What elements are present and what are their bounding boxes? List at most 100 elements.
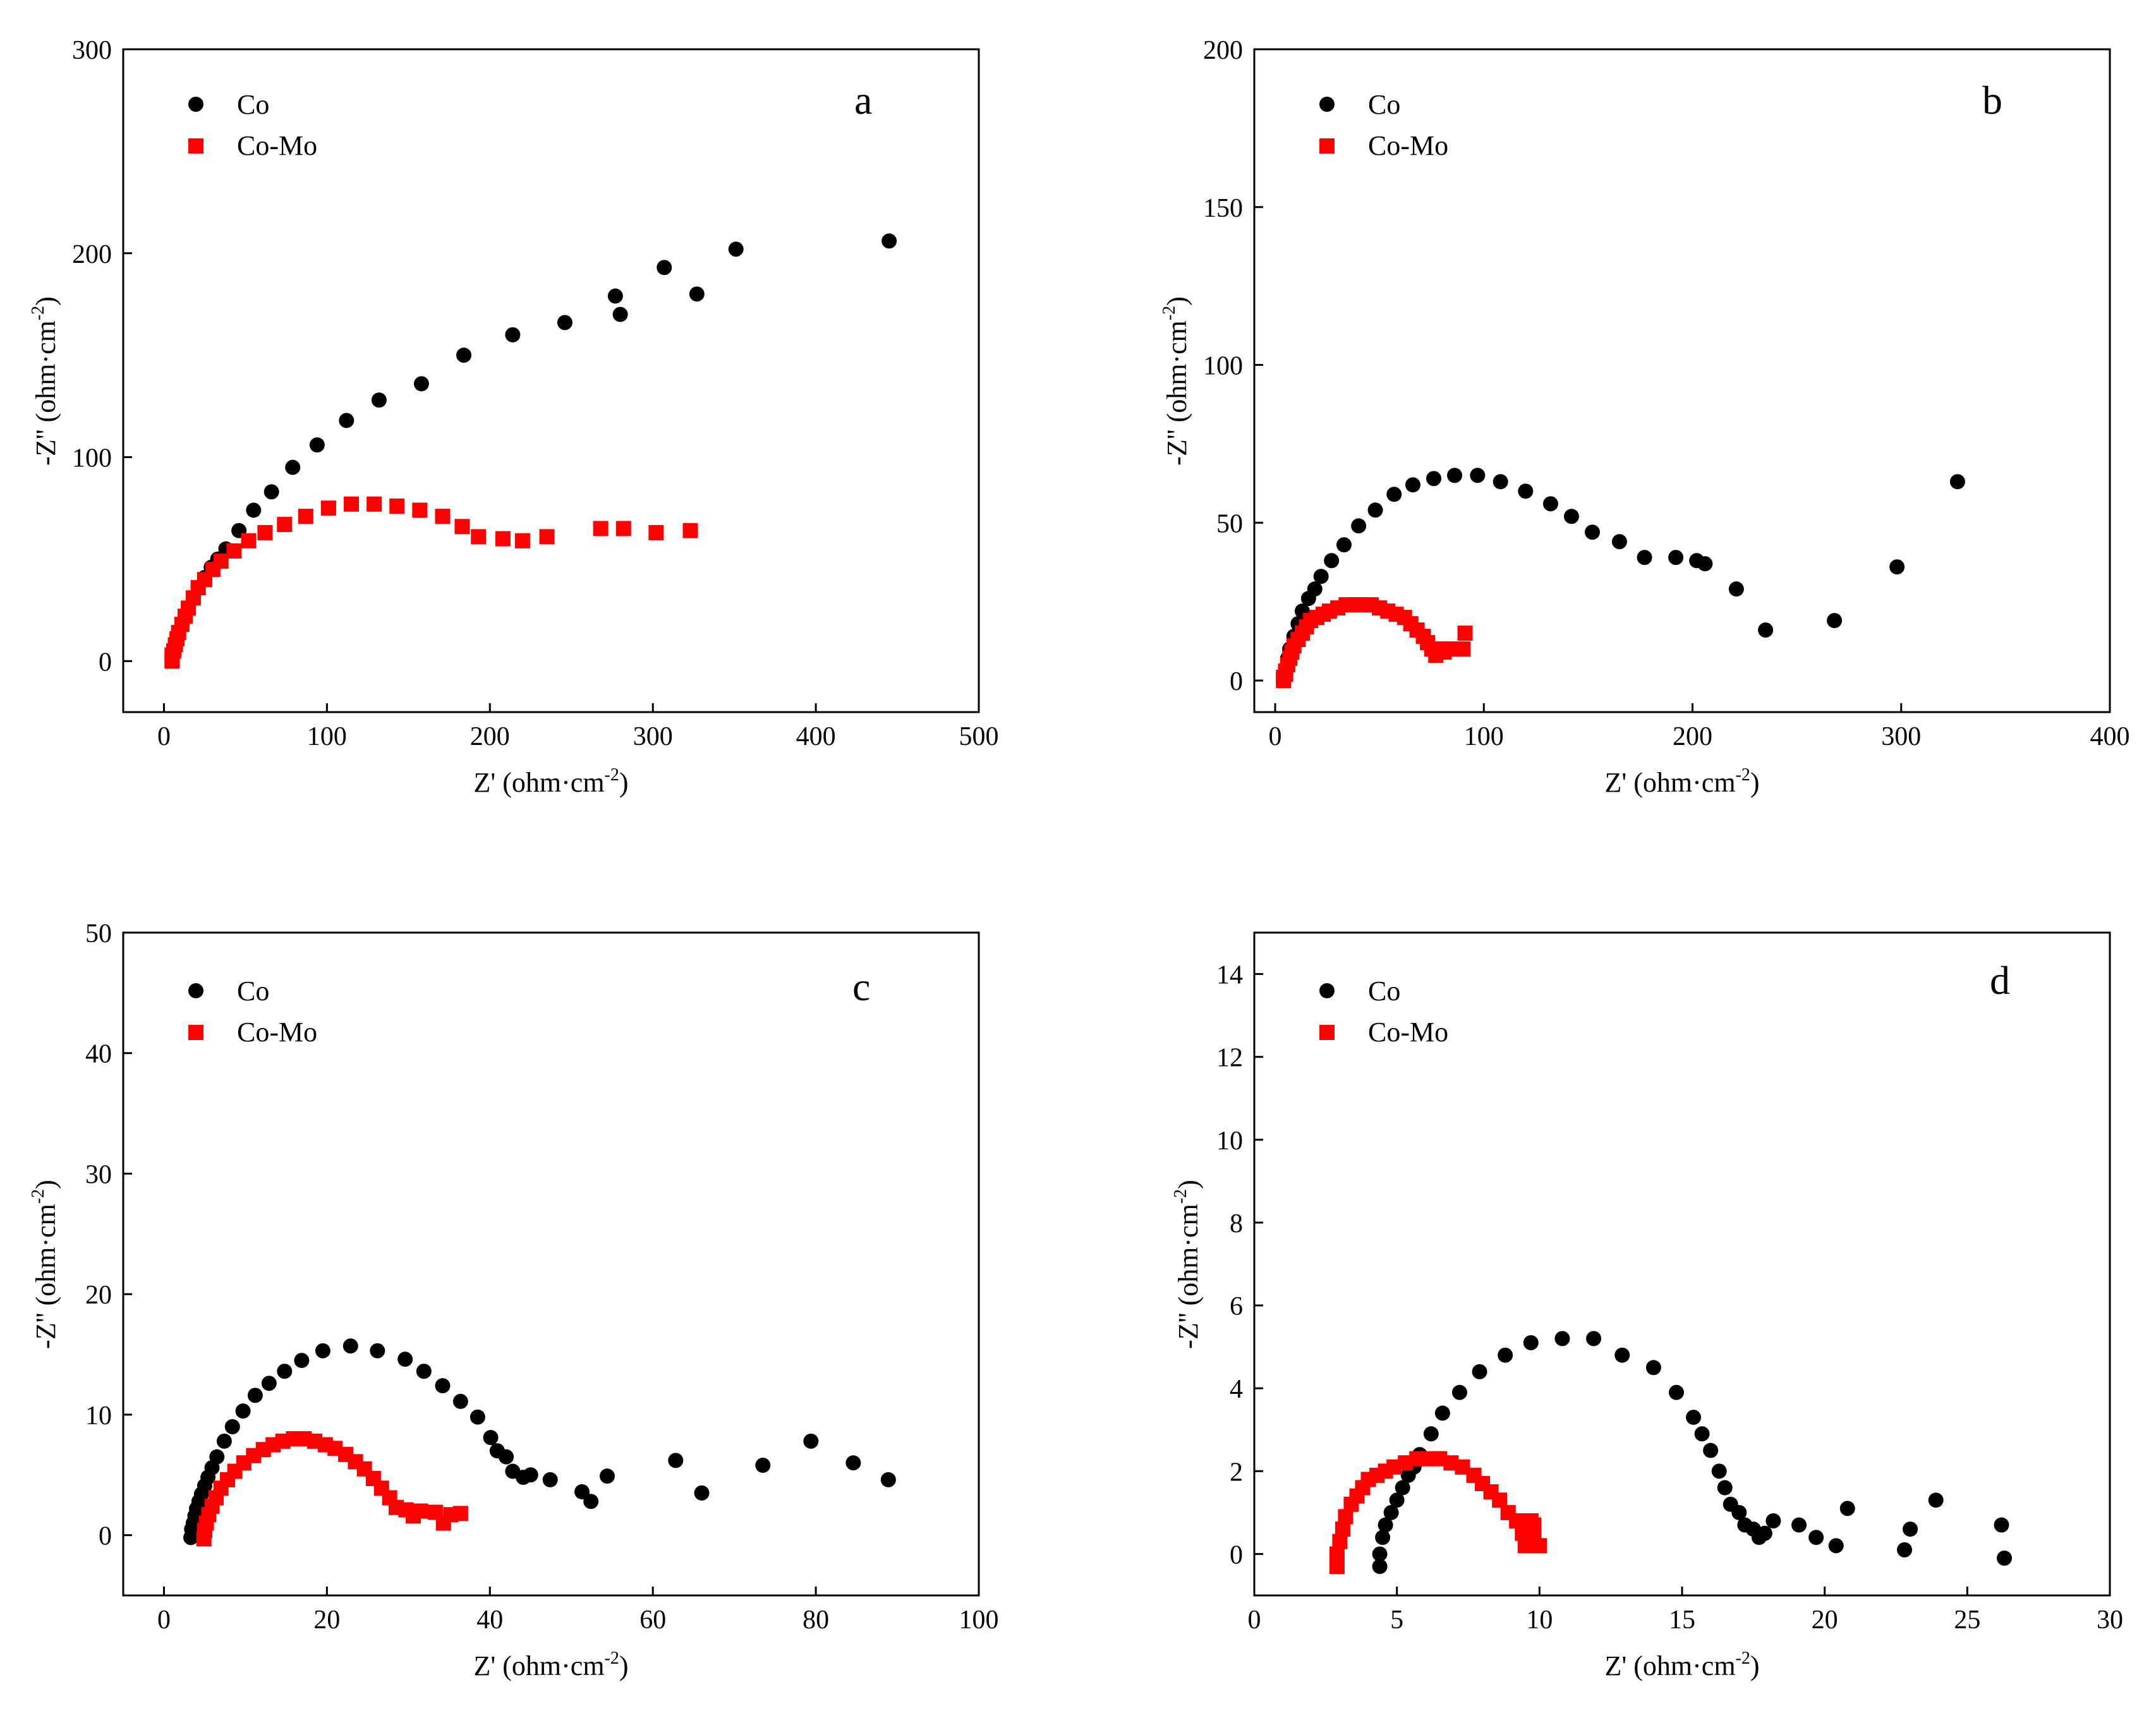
data-point-co: [469, 1409, 485, 1425]
data-marks: [1276, 468, 1965, 689]
data-point-co: [294, 1353, 310, 1369]
data-point-co: [612, 306, 628, 322]
legend-marker-co: [188, 97, 203, 112]
legend-label-co: Co: [1368, 89, 1400, 120]
data-point-co: [1389, 1492, 1405, 1508]
y-tick-labels: 0 100 200 300: [72, 36, 112, 677]
legend-label-co: Co: [237, 976, 269, 1007]
data-point-co-mo: [389, 499, 405, 514]
series-co: [1276, 468, 1965, 689]
y-tick-label: 12: [1216, 1044, 1243, 1073]
data-point-co: [456, 348, 472, 363]
data-point-co: [607, 288, 623, 304]
data-point-co: [309, 437, 325, 453]
series-co-mo: [1276, 597, 1473, 689]
y-tick-label: 0: [1230, 667, 1243, 696]
data-point-co: [1694, 1426, 1710, 1442]
data-point-co: [1757, 1525, 1772, 1541]
data-point-co-mo: [298, 509, 313, 524]
data-point-co: [1889, 559, 1905, 575]
y-tick-label: 200: [72, 240, 112, 269]
data-point-co: [599, 1468, 615, 1484]
x-tick-label: 0: [1248, 1606, 1261, 1635]
data-point-co-mo: [366, 496, 382, 512]
data-point-co-mo: [413, 1503, 428, 1519]
data-point-co: [224, 1419, 240, 1434]
data-point-co: [216, 1433, 232, 1449]
y-tick-label: 20: [85, 1281, 112, 1310]
data-point-co: [1447, 468, 1463, 483]
x-tick-label: 300: [633, 722, 673, 751]
data-point-co: [1645, 1360, 1661, 1376]
data-point-co-mo: [344, 496, 360, 512]
axis-ticks: [123, 48, 980, 712]
x-axis-label: Z' (ohm·cm-2): [1604, 1648, 1759, 1681]
data-point-co: [1405, 477, 1420, 493]
data-point-co: [523, 1467, 538, 1483]
data-point-co: [1324, 553, 1340, 569]
data-point-co: [1717, 1480, 1733, 1496]
data-point-co: [1637, 550, 1652, 566]
data-point-co: [542, 1472, 558, 1487]
x-tick-label: 20: [1812, 1606, 1838, 1635]
x-tick-label: 0: [1269, 722, 1282, 751]
data-point-co: [263, 484, 279, 500]
x-tick-label: 10: [1526, 1606, 1553, 1635]
data-point-co: [1372, 1546, 1388, 1562]
data-point-co: [1313, 569, 1329, 584]
data-point-co: [1994, 1517, 2009, 1533]
x-tick-label: 100: [307, 722, 347, 751]
data-point-co: [803, 1433, 819, 1449]
legend-label-co: Co: [1368, 976, 1400, 1007]
panel-label: a: [854, 78, 872, 123]
plot-frame: [122, 48, 980, 713]
data-point-co: [689, 286, 705, 302]
y-tick-label: 50: [85, 919, 112, 948]
legend: Co Co-Mo: [1319, 976, 1448, 1048]
x-tick-labels: 0 100 200 300 400 500: [157, 722, 999, 751]
legend-marker-co: [1319, 983, 1335, 998]
y-axis-label: -Z'' (ohm·cm-2): [1171, 1180, 1204, 1349]
data-point-co: [1668, 1384, 1684, 1400]
x-tick-labels: 0 100 200 300 400: [1269, 722, 2130, 751]
y-tick-label: 100: [1203, 352, 1243, 381]
panel-b: 0 100 200 300 400 0 50 100 150 200 Co Co-Mo b Z'…: [1160, 36, 2130, 798]
y-axis-label: -Z'' (ohm·cm-2): [28, 1180, 61, 1349]
data-point-co: [1372, 1559, 1388, 1575]
axis-ticks: [123, 931, 980, 1595]
data-point-co: [1386, 487, 1402, 502]
data-point-co: [1791, 1517, 1807, 1533]
data-point-co-mo: [226, 543, 242, 559]
data-point-co: [1542, 496, 1558, 512]
y-tick-label: 2: [1230, 1458, 1243, 1487]
y-tick-label: 200: [1203, 36, 1243, 65]
data-point-co-mo: [514, 533, 530, 548]
data-point-co: [1697, 556, 1713, 572]
y-tick-label: 40: [85, 1040, 112, 1069]
data-point-co: [1470, 468, 1486, 483]
data-point-co-mo: [1457, 626, 1473, 641]
data-point-co: [499, 1449, 514, 1465]
data-point-co: [1928, 1492, 1944, 1508]
data-point-co: [1611, 534, 1627, 550]
legend-label-co-mo: Co-Mo: [1368, 1017, 1448, 1048]
data-point-co-mo: [495, 531, 511, 547]
x-tick-label: 0: [157, 1606, 171, 1635]
y-tick-label: 6: [1230, 1292, 1243, 1321]
legend: Co Co-Mo: [1319, 89, 1448, 161]
data-point-co-mo: [320, 500, 336, 516]
data-point-co-mo: [615, 521, 631, 536]
data-point-co: [668, 1453, 684, 1468]
x-tick-label: 80: [802, 1606, 829, 1635]
data-point-co: [505, 327, 521, 342]
data-point-co-mo: [471, 529, 487, 545]
x-tick-label: 200: [470, 722, 510, 751]
data-point-co: [1897, 1542, 1913, 1558]
x-tick-label: 200: [1673, 722, 1712, 751]
data-point-co: [1563, 509, 1579, 524]
data-point-co: [1395, 1480, 1410, 1496]
data-point-co: [583, 1494, 599, 1509]
x-tick-label: 60: [639, 1606, 666, 1635]
data-point-co: [1378, 1517, 1393, 1533]
y-tick-label: 10: [85, 1401, 112, 1431]
